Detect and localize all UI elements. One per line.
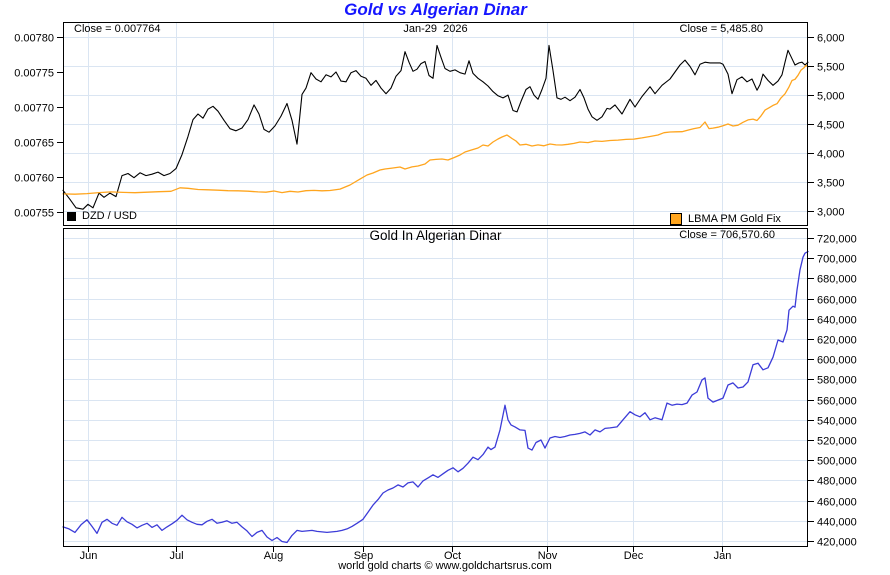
svg-text:5,000: 5,000	[817, 91, 845, 103]
lbma-legend-label: LBMA PM Gold Fix	[688, 213, 781, 225]
svg-text:0.00760: 0.00760	[14, 173, 54, 185]
bottom-panel-title: Gold In Algerian Dinar	[369, 228, 502, 243]
axis-labels: Jun Jul Aug Sep Oct Nov Dec Jan 0.00780 0.00775 0.…	[14, 33, 857, 563]
svg-text:Aug: Aug	[264, 550, 284, 562]
dzd-close-label: Close = 0.007764	[74, 23, 161, 35]
svg-text:460,000: 460,000	[817, 497, 857, 509]
gold-close-label: Close = 5,485.80	[679, 23, 763, 35]
svg-text:3,500: 3,500	[817, 178, 845, 190]
footer-credit: world gold charts © www.goldchartsrus.co…	[338, 560, 552, 572]
svg-text:480,000: 480,000	[817, 476, 857, 488]
svg-text:Oct: Oct	[444, 550, 461, 562]
svg-text:3,000: 3,000	[817, 207, 845, 219]
svg-text:Dec: Dec	[624, 550, 644, 562]
svg-text:600,000: 600,000	[817, 355, 857, 367]
svg-text:4,000: 4,000	[817, 149, 845, 161]
svg-text:Jun: Jun	[80, 550, 98, 562]
svg-text:4,500: 4,500	[817, 120, 845, 132]
svg-text:0.00755: 0.00755	[14, 208, 54, 220]
svg-text:420,000: 420,000	[817, 537, 857, 549]
legend-lbma-gold-fix: LBMA PM Gold Fix	[670, 213, 781, 225]
svg-text:Jul: Jul	[169, 550, 183, 562]
gridlines	[64, 23, 807, 546]
svg-text:640,000: 640,000	[817, 315, 857, 327]
svg-text:Nov: Nov	[538, 550, 558, 562]
svg-text:700,000: 700,000	[817, 254, 857, 266]
date-label: Jan-29 2026	[403, 23, 468, 35]
svg-text:6,000: 6,000	[817, 33, 845, 45]
dzd-usd-line	[62, 44, 809, 210]
svg-text:620,000: 620,000	[817, 335, 857, 347]
svg-text:540,000: 540,000	[817, 416, 857, 428]
lbma-legend-swatch-icon	[670, 213, 682, 225]
svg-text:Sep: Sep	[354, 550, 374, 562]
svg-text:580,000: 580,000	[817, 375, 857, 387]
series-lines	[62, 44, 809, 544]
svg-text:Jan: Jan	[714, 550, 732, 562]
svg-text:720,000: 720,000	[817, 234, 857, 246]
dinar-close-label: Close = 706,570.60	[679, 229, 775, 241]
dzd-legend-label: DZD / USD	[82, 210, 137, 222]
svg-text:500,000: 500,000	[817, 456, 857, 468]
svg-text:440,000: 440,000	[817, 517, 857, 529]
axes	[57, 22, 814, 552]
page-title: Gold vs Algerian Dinar	[344, 0, 527, 19]
svg-text:560,000: 560,000	[817, 396, 857, 408]
svg-text:0.00770: 0.00770	[14, 103, 54, 115]
svg-text:0.00775: 0.00775	[14, 68, 54, 80]
legend-dzd-usd: DZD / USD	[67, 210, 137, 222]
svg-text:680,000: 680,000	[817, 274, 857, 286]
svg-text:520,000: 520,000	[817, 436, 857, 448]
svg-text:0.00765: 0.00765	[14, 138, 54, 150]
lbma-gold-fix-line	[62, 64, 809, 195]
dzd-legend-swatch-icon	[67, 211, 76, 221]
svg-text:5,500: 5,500	[817, 62, 845, 74]
svg-text:0.00780: 0.00780	[14, 33, 54, 45]
svg-text:660,000: 660,000	[817, 295, 857, 307]
gold-in-dinar-line	[62, 250, 809, 544]
